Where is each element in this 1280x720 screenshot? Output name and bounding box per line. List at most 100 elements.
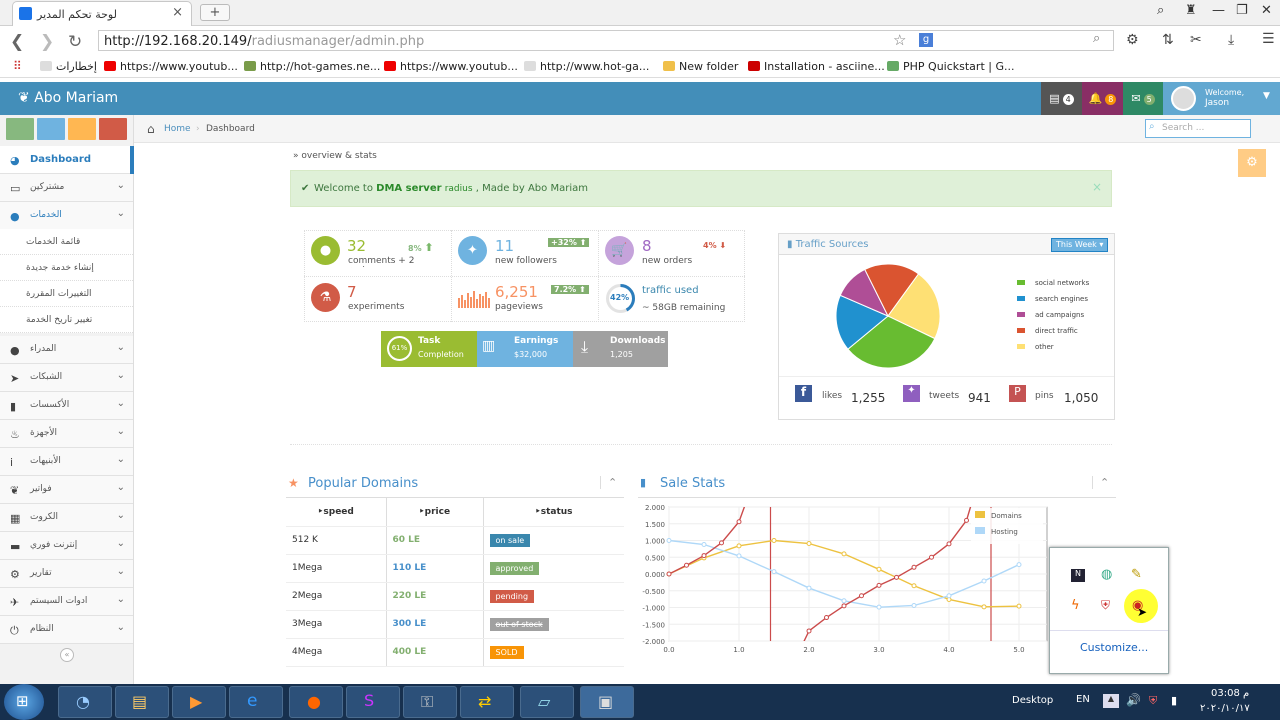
flash-tray-icon[interactable]: ϟ bbox=[1071, 598, 1080, 613]
search-icon[interactable]: ⌕ bbox=[1093, 31, 1101, 46]
customize-link[interactable]: Customize... bbox=[1080, 641, 1149, 654]
edit-shortcut-button[interactable] bbox=[37, 118, 65, 140]
clock-date[interactable]: ٢٠٢٠/١٠/١٧ bbox=[1200, 703, 1250, 714]
user-menu[interactable]: Welcome, Jason ▼ bbox=[1163, 82, 1280, 115]
bookmark-item[interactable]: PHP Quickstart | G... bbox=[887, 60, 1014, 73]
brand-logo[interactable]: ❦ Abo Mariam bbox=[18, 90, 119, 106]
taskbar-network-icon[interactable]: ⇄ bbox=[460, 686, 514, 718]
tasks-button[interactable]: ▤ 4 bbox=[1041, 82, 1082, 115]
sidebar-item-instant-internet[interactable]: ▬ إنترنت فوري ⌄ bbox=[0, 532, 133, 560]
messages-button[interactable]: ✉ 5 bbox=[1123, 82, 1163, 115]
restore-icon[interactable]: ❐ bbox=[1236, 3, 1248, 18]
arrows-icon[interactable]: ⇅ bbox=[1162, 32, 1174, 48]
column-header[interactable]: ‣price bbox=[386, 498, 484, 527]
sidebar-item-devices[interactable]: ♨ الأجهزة ⌄ bbox=[0, 420, 133, 448]
clock-time[interactable]: 03:08 م bbox=[1211, 688, 1250, 699]
download-icon[interactable]: ⤓ bbox=[1228, 32, 1235, 48]
scissors-icon[interactable]: ✂ bbox=[1190, 32, 1202, 48]
sidebar-item-system[interactable]: ⏻ النظام ⌄ bbox=[0, 616, 133, 644]
forward-icon[interactable]: ❯ bbox=[40, 32, 55, 52]
collapse-icon[interactable]: ⌃ bbox=[1092, 476, 1109, 489]
breadcrumb-home-link[interactable]: Home bbox=[164, 124, 191, 134]
pie-slice[interactable] bbox=[835, 294, 889, 350]
sidebar-item-networks[interactable]: ➤ الشبكات ⌄ bbox=[0, 364, 133, 392]
bookmark-item[interactable]: http://www.hot-ga... bbox=[524, 60, 649, 73]
column-header[interactable]: ‣speed bbox=[286, 498, 387, 527]
collapse-sidebar-icon[interactable]: « bbox=[60, 648, 74, 662]
search-input[interactable]: Search ... bbox=[1145, 119, 1251, 138]
extension-tools-icon[interactable]: ⚙ bbox=[1126, 32, 1139, 48]
pen-tray-icon[interactable]: ✎ bbox=[1131, 567, 1142, 582]
pie-slice[interactable] bbox=[864, 263, 920, 317]
shield-tray-icon[interactable]: ⛨ bbox=[1101, 598, 1111, 612]
sidebar-item-subscribers[interactable]: ▭ مشتركين ⌄ bbox=[0, 174, 133, 202]
extension-icon[interactable]: ♜ bbox=[1185, 3, 1197, 18]
sidebar-item-access[interactable]: ▮ الأكسسات ⌄ bbox=[0, 392, 133, 420]
pie-slice[interactable] bbox=[887, 273, 941, 340]
taskbar-firefox-icon[interactable]: ● bbox=[289, 686, 343, 718]
taskbar-app-icon[interactable]: ◔ bbox=[58, 686, 112, 718]
taskbar-ie-icon[interactable]: e bbox=[229, 686, 283, 718]
antivirus-icon[interactable]: ⛨ bbox=[1149, 694, 1158, 707]
bookmark-folder[interactable]: New folder bbox=[663, 60, 738, 73]
sidebar-item-services[interactable]: ● الخدمات ⌄ bbox=[0, 202, 133, 230]
taskbar-media-icon[interactable]: ▶ bbox=[172, 686, 226, 718]
taskbar-notepad-icon[interactable]: ▱ bbox=[520, 686, 574, 718]
apps-icon[interactable]: ⠿ bbox=[13, 59, 22, 73]
bookmark-item[interactable]: https://www.youtub... bbox=[104, 60, 238, 73]
profile-icon[interactable]: ⌕ bbox=[1157, 3, 1165, 18]
google-search-icon[interactable]: g bbox=[919, 33, 933, 47]
sidebar-item-admins[interactable]: ● المدراء ⌄ bbox=[0, 336, 133, 364]
pie-slice[interactable] bbox=[847, 315, 936, 369]
volume-icon[interactable]: 🔊 bbox=[1126, 693, 1141, 707]
sidebar-subitem[interactable]: تغيير تاريخ الخدمة bbox=[0, 307, 133, 333]
bookmark-item[interactable]: إخطارات bbox=[40, 60, 97, 73]
sidebar-item-cards[interactable]: ▦ الكروت ⌄ bbox=[0, 504, 133, 532]
data-point bbox=[981, 578, 987, 584]
column-header[interactable]: ‣status bbox=[483, 498, 624, 527]
antivirus-tray-icon[interactable]: ◉ bbox=[1132, 598, 1144, 613]
settings-gear-button[interactable]: ⚙ bbox=[1238, 149, 1266, 177]
sidebar-subitem[interactable]: قائمة الخدمات bbox=[0, 229, 133, 255]
data-point bbox=[859, 593, 864, 599]
close-window-icon[interactable]: ✕ bbox=[1261, 3, 1272, 18]
sidebar-subitem[interactable]: إنشاء خدمة جديدة bbox=[0, 255, 133, 281]
minimize-icon[interactable]: — bbox=[1212, 3, 1225, 18]
back-icon[interactable]: ❮ bbox=[10, 32, 25, 52]
address-bar[interactable]: http://192.168.20.149/radiusmanager/admi… bbox=[98, 30, 1114, 51]
stats-shortcut-button[interactable] bbox=[6, 118, 34, 140]
language-indicator[interactable]: EN bbox=[1076, 694, 1090, 705]
bookmark-star-icon[interactable]: ☆ bbox=[893, 31, 907, 49]
menu-icon[interactable]: ☰ bbox=[1262, 31, 1275, 47]
sidebar-item-buildings[interactable]: i الأبنيهات ⌄ bbox=[0, 448, 133, 476]
taskbar-app-icon[interactable]: S bbox=[346, 686, 400, 718]
taskbar-vpn-icon[interactable]: ⚿ bbox=[403, 686, 457, 718]
sidebar-item-reports[interactable]: ⚙ تقارير ⌄ bbox=[0, 560, 133, 588]
collapse-icon[interactable]: ⌃ bbox=[600, 476, 617, 489]
show-hidden-icons-button[interactable]: ▲ bbox=[1103, 694, 1119, 708]
taskbar-app-icon[interactable]: ▣ bbox=[580, 686, 634, 718]
app-tray-icon[interactable]: N bbox=[1071, 569, 1085, 582]
taskbar-explorer-icon[interactable]: ▤ bbox=[115, 686, 169, 718]
notifications-button[interactable]: 🔔 8 bbox=[1082, 82, 1123, 115]
chevron-down-icon: ⌄ bbox=[116, 482, 125, 493]
reload-icon[interactable]: ↻ bbox=[68, 32, 83, 52]
bookmark-item[interactable]: http://hot-games.ne... bbox=[244, 60, 380, 73]
sidebar-item-invoices[interactable]: ❦ فواتير ⌄ bbox=[0, 476, 133, 504]
close-tab-icon[interactable]: × bbox=[172, 5, 183, 20]
bookmark-item[interactable]: Installation - asciine... bbox=[748, 60, 885, 73]
sidebar-subitem[interactable]: التغييرات المقررة bbox=[0, 281, 133, 307]
new-tab-button[interactable]: + bbox=[200, 4, 230, 21]
settings-shortcut-button[interactable] bbox=[99, 118, 127, 140]
browser-tab[interactable]: لوحة تحكم المدير × bbox=[12, 1, 192, 26]
sidebar-item-dashboard[interactable]: ◕ Dashboard bbox=[0, 146, 133, 174]
range-dropdown[interactable]: This Week ▾ bbox=[1051, 238, 1109, 252]
network-signal-icon[interactable]: ▮ bbox=[1171, 694, 1178, 707]
desktop-toolbar-label[interactable]: Desktop bbox=[1012, 695, 1054, 706]
users-shortcut-button[interactable] bbox=[68, 118, 96, 140]
bookmark-item[interactable]: https://www.youtub... bbox=[384, 60, 518, 73]
sidebar-item-system-tools[interactable]: ✈ ادوات السيستم ⌄ bbox=[0, 588, 133, 616]
globe-tray-icon[interactable]: ◍ bbox=[1101, 567, 1113, 582]
start-button[interactable]: ⊞ bbox=[4, 684, 44, 720]
close-alert-icon[interactable]: × bbox=[1092, 180, 1103, 194]
